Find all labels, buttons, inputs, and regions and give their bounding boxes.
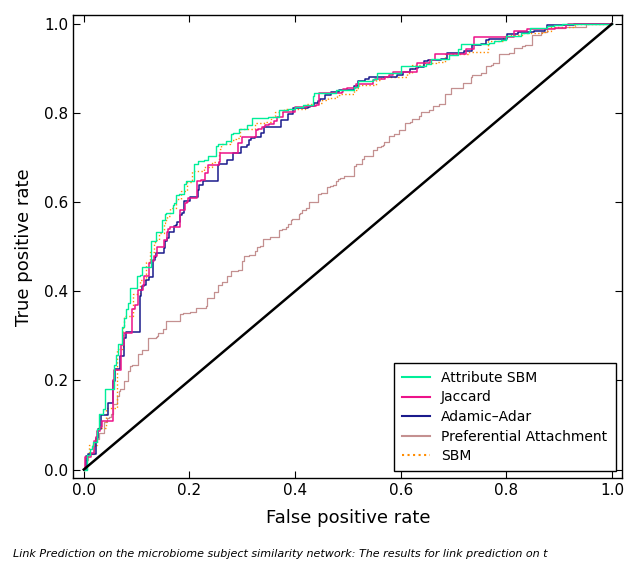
Legend: Attribute SBM, Jaccard, Adamic–Adar, Preferential Attachment, SBM: Attribute SBM, Jaccard, Adamic–Adar, Pre…: [394, 363, 616, 471]
X-axis label: False positive rate: False positive rate: [266, 510, 430, 527]
Y-axis label: True positive rate: True positive rate: [15, 168, 33, 325]
Text: Link Prediction on the microbiome subject similarity network: The results for li: Link Prediction on the microbiome subjec…: [13, 549, 547, 559]
